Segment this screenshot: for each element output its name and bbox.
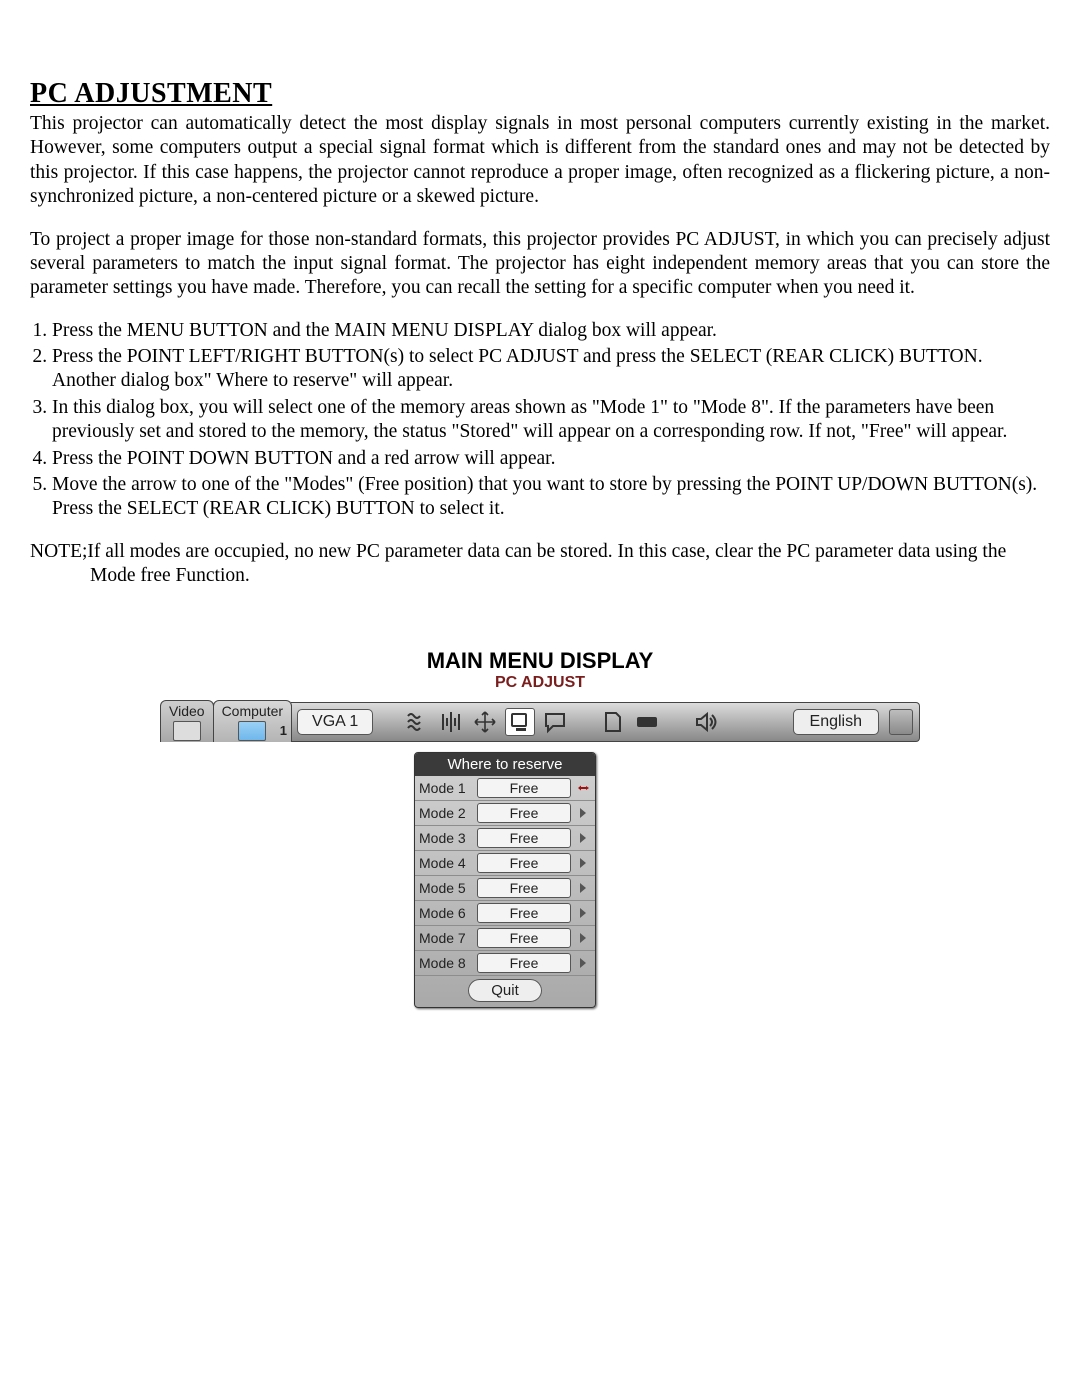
quit-button[interactable]: Quit (468, 979, 542, 1002)
mode-3-status: Free (477, 828, 571, 848)
step-5: Move the arrow to one of the "Modes" (Fr… (52, 473, 1050, 522)
mode-row-8[interactable]: Mode 8 Free (415, 951, 595, 976)
intro-paragraph-1: This projector can automatically detect … (30, 112, 1050, 210)
waves-icon[interactable] (403, 709, 431, 735)
mode-row-4[interactable]: Mode 4 Free (415, 851, 595, 876)
where-to-reserve-dialog: Where to reserve Mode 1 Free Mode 2 Free… (414, 752, 596, 1008)
mode-8-label: Mode 8 (419, 955, 477, 971)
mode-6-status: Free (477, 903, 571, 923)
mode-1-status: Free (477, 778, 571, 798)
language-label[interactable]: English (793, 709, 879, 735)
step-1: Press the MENU BUTTON and the MAIN MENU … (52, 319, 1050, 343)
tab-computer-label: Computer (222, 703, 283, 719)
main-menu-display: PC ADJUST Video Computer 1 VGA 1 (160, 678, 920, 1008)
chevron-right-icon (575, 932, 591, 944)
chevron-right-icon (575, 882, 591, 894)
mode-1-label: Mode 1 (419, 780, 477, 796)
chevron-right-icon (575, 957, 591, 969)
step-3: In this dialog box, you will select one … (52, 396, 1050, 445)
step-4: Press the POINT DOWN BUTTON and a red ar… (52, 447, 1050, 471)
tab-video[interactable]: Video (160, 700, 214, 742)
tab-video-label: Video (169, 703, 205, 719)
move-icon[interactable] (471, 709, 499, 735)
note-text: NOTE;If all modes are occupied, no new P… (30, 540, 1050, 589)
dialog-title: Where to reserve (415, 753, 595, 776)
selector-arrow-icon (575, 782, 591, 794)
figure-title: MAIN MENU DISPLAY (30, 648, 1050, 674)
mode-7-label: Mode 7 (419, 930, 477, 946)
mode-row-3[interactable]: Mode 3 Free (415, 826, 595, 851)
mode-6-label: Mode 6 (419, 905, 477, 921)
menu-end-cap[interactable] (889, 709, 913, 735)
steps-list: Press the MENU BUTTON and the MAIN MENU … (30, 319, 1050, 522)
mode-8-status: Free (477, 953, 571, 973)
chevron-right-icon (575, 807, 591, 819)
page-heading: PC ADJUSTMENT (30, 78, 1050, 110)
page-icon[interactable] (599, 709, 627, 735)
mode-row-5[interactable]: Mode 5 Free (415, 876, 595, 901)
mode-2-label: Mode 2 (419, 805, 477, 821)
tab-computer-number: 1 (280, 723, 287, 738)
video-icon (173, 721, 201, 741)
mode-5-status: Free (477, 878, 571, 898)
mode-4-status: Free (477, 853, 571, 873)
equalizer-icon[interactable] (437, 709, 465, 735)
vga-label: VGA 1 (297, 709, 373, 735)
mode-7-status: Free (477, 928, 571, 948)
computer-icon (238, 721, 266, 741)
pc-adjust-icon[interactable] (505, 708, 535, 736)
menu-strip: VGA 1 (291, 702, 920, 742)
chevron-right-icon (575, 907, 591, 919)
menu-bar: Video Computer 1 VGA 1 (160, 678, 920, 742)
tab-computer[interactable]: Computer 1 (213, 700, 292, 742)
mode-3-label: Mode 3 (419, 830, 477, 846)
keyboard-icon[interactable] (633, 709, 661, 735)
mode-2-status: Free (477, 803, 571, 823)
mode-5-label: Mode 5 (419, 880, 477, 896)
mode-4-label: Mode 4 (419, 855, 477, 871)
sound-icon[interactable] (691, 709, 719, 735)
intro-paragraph-2: To project a proper image for those non-… (30, 228, 1050, 301)
chevron-right-icon (575, 832, 591, 844)
mode-row-7[interactable]: Mode 7 Free (415, 926, 595, 951)
chevron-right-icon (575, 857, 591, 869)
step-2: Press the POINT LEFT/RIGHT BUTTON(s) to … (52, 345, 1050, 394)
speech-icon[interactable] (541, 709, 569, 735)
mode-row-2[interactable]: Mode 2 Free (415, 801, 595, 826)
mode-row-1[interactable]: Mode 1 Free (415, 776, 595, 801)
mode-row-6[interactable]: Mode 6 Free (415, 901, 595, 926)
